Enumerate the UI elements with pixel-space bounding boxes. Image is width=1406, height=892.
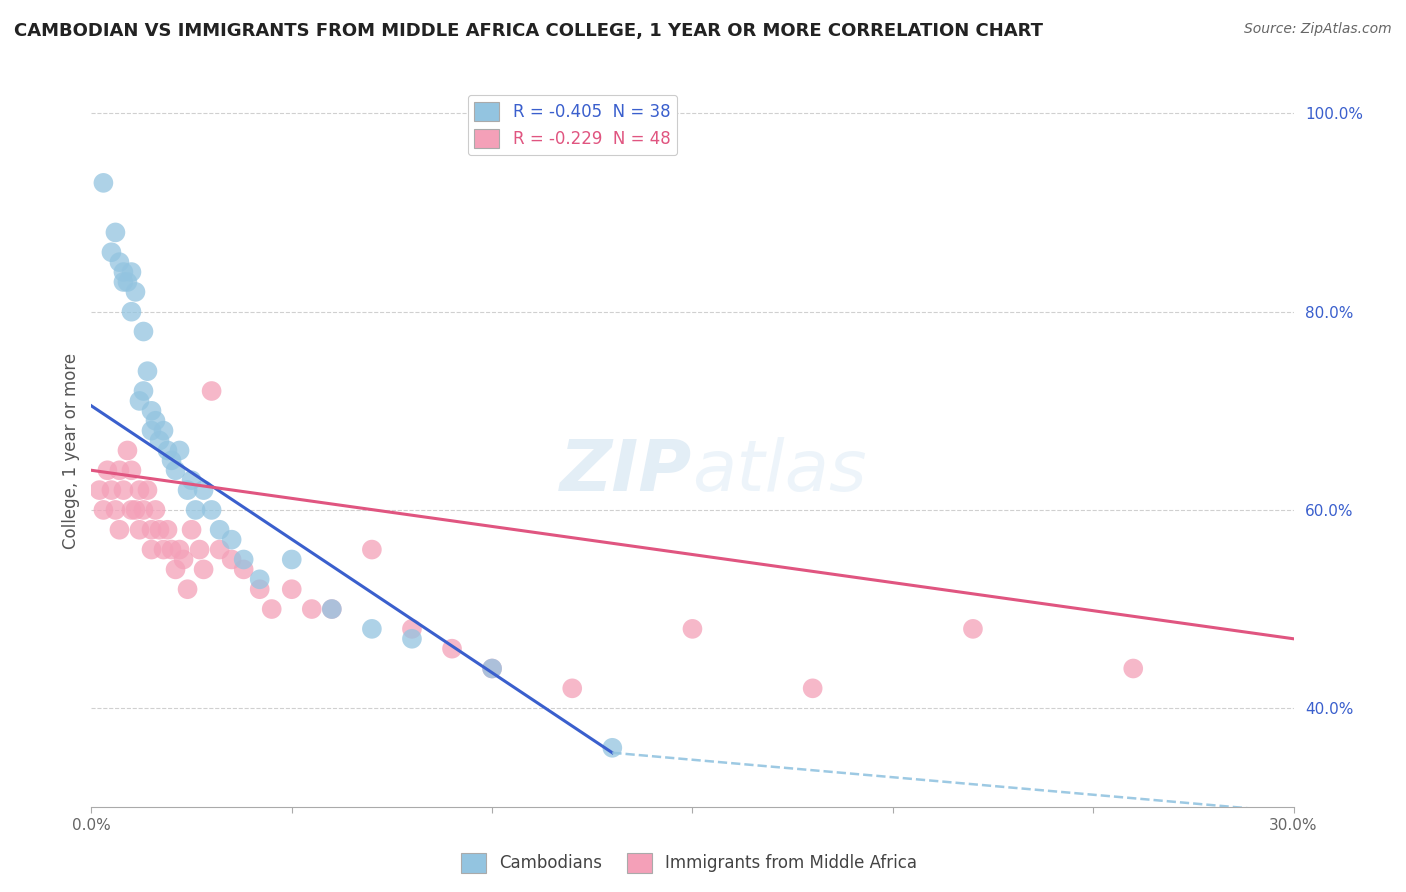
Point bbox=[136, 483, 159, 497]
Point bbox=[96, 463, 118, 477]
Point bbox=[193, 483, 215, 497]
Point bbox=[169, 542, 191, 557]
Legend: R = -0.405  N = 38, R = -0.229  N = 48: R = -0.405 N = 38, R = -0.229 N = 48 bbox=[468, 95, 676, 155]
Point bbox=[208, 542, 231, 557]
Point bbox=[681, 622, 703, 636]
Point bbox=[124, 503, 146, 517]
Point bbox=[169, 443, 191, 458]
Point bbox=[108, 255, 131, 269]
Point bbox=[145, 414, 167, 428]
Point bbox=[201, 503, 224, 517]
Point bbox=[440, 641, 463, 656]
Point bbox=[121, 265, 143, 279]
Point bbox=[321, 602, 343, 616]
Point bbox=[801, 681, 824, 696]
Point bbox=[117, 443, 139, 458]
Text: atlas: atlas bbox=[692, 437, 868, 507]
Point bbox=[121, 304, 143, 318]
Point bbox=[141, 542, 163, 557]
Point bbox=[100, 483, 122, 497]
Point bbox=[301, 602, 323, 616]
Point bbox=[221, 533, 243, 547]
Point bbox=[112, 265, 135, 279]
Point bbox=[117, 275, 139, 289]
Point bbox=[208, 523, 231, 537]
Point bbox=[156, 443, 179, 458]
Point bbox=[401, 622, 423, 636]
Point bbox=[104, 226, 127, 240]
Y-axis label: College, 1 year or more: College, 1 year or more bbox=[62, 352, 80, 549]
Point bbox=[152, 424, 174, 438]
Point bbox=[962, 622, 984, 636]
Point bbox=[112, 483, 135, 497]
Point bbox=[481, 661, 503, 675]
Point bbox=[108, 463, 131, 477]
Point bbox=[281, 552, 304, 566]
Point bbox=[321, 602, 343, 616]
Point bbox=[232, 562, 254, 576]
Point bbox=[481, 661, 503, 675]
Point bbox=[281, 582, 304, 597]
Point bbox=[1122, 661, 1144, 675]
Point bbox=[260, 602, 283, 616]
Point bbox=[141, 523, 163, 537]
Point bbox=[136, 364, 159, 378]
Point bbox=[160, 542, 183, 557]
Point bbox=[184, 503, 207, 517]
Point bbox=[602, 740, 624, 755]
Text: Source: ZipAtlas.com: Source: ZipAtlas.com bbox=[1244, 22, 1392, 37]
Point bbox=[148, 434, 170, 448]
Text: CAMBODIAN VS IMMIGRANTS FROM MIDDLE AFRICA COLLEGE, 1 YEAR OR MORE CORRELATION C: CAMBODIAN VS IMMIGRANTS FROM MIDDLE AFRI… bbox=[14, 22, 1043, 40]
Point bbox=[249, 582, 271, 597]
Point bbox=[121, 463, 143, 477]
Point bbox=[141, 424, 163, 438]
Point bbox=[221, 552, 243, 566]
Point bbox=[160, 453, 183, 467]
Point bbox=[165, 463, 187, 477]
Point bbox=[128, 523, 150, 537]
Point bbox=[93, 503, 115, 517]
Point bbox=[108, 523, 131, 537]
Text: ZIP: ZIP bbox=[560, 437, 692, 507]
Point bbox=[188, 542, 211, 557]
Point bbox=[176, 582, 198, 597]
Point bbox=[112, 275, 135, 289]
Point bbox=[561, 681, 583, 696]
Point bbox=[128, 483, 150, 497]
Point bbox=[173, 552, 195, 566]
Point bbox=[176, 483, 198, 497]
Point bbox=[141, 404, 163, 418]
Point bbox=[401, 632, 423, 646]
Point bbox=[128, 393, 150, 408]
Point bbox=[193, 562, 215, 576]
Point bbox=[132, 384, 155, 398]
Point bbox=[232, 552, 254, 566]
Point bbox=[145, 503, 167, 517]
Point bbox=[165, 562, 187, 576]
Point bbox=[124, 285, 146, 299]
Point bbox=[89, 483, 111, 497]
Legend: Cambodians, Immigrants from Middle Africa: Cambodians, Immigrants from Middle Afric… bbox=[454, 847, 924, 880]
Point bbox=[201, 384, 224, 398]
Point bbox=[249, 572, 271, 586]
Point bbox=[132, 503, 155, 517]
Point bbox=[360, 542, 382, 557]
Point bbox=[180, 523, 202, 537]
Point bbox=[100, 245, 122, 260]
Point bbox=[180, 473, 202, 487]
Point bbox=[104, 503, 127, 517]
Point bbox=[156, 523, 179, 537]
Point bbox=[148, 523, 170, 537]
Point bbox=[93, 176, 115, 190]
Point bbox=[360, 622, 382, 636]
Point bbox=[132, 325, 155, 339]
Point bbox=[152, 542, 174, 557]
Point bbox=[121, 503, 143, 517]
